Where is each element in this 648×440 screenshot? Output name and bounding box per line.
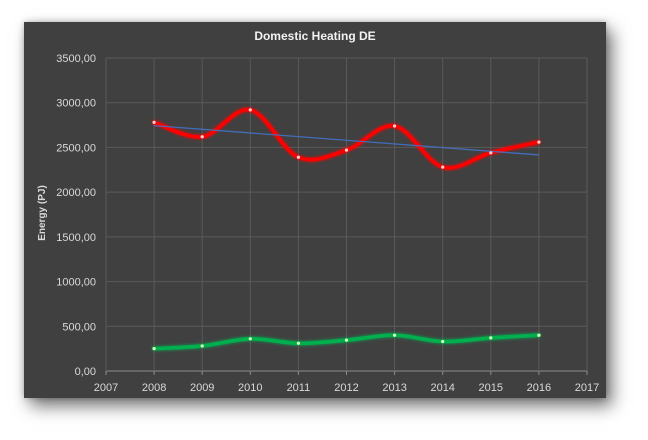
data-point xyxy=(344,148,349,152)
data-point xyxy=(393,333,397,337)
data-point xyxy=(441,339,445,344)
trendline xyxy=(154,124,539,156)
y-tick-label: 0,00 xyxy=(75,366,96,378)
chart-svg: Domestic Heating DE Energy (PJ) 0,00 500,… xyxy=(37,29,599,394)
y-axis-title: Energy (PJ) xyxy=(37,185,48,241)
data-point xyxy=(537,333,541,337)
data-point xyxy=(537,140,541,144)
x-tick-label: 2013 xyxy=(382,382,406,394)
x-tick-label: 2016 xyxy=(527,382,551,394)
y-tick-label: 500,00 xyxy=(62,321,96,333)
data-point xyxy=(489,151,493,155)
data-point xyxy=(248,337,252,341)
y-tick-label: 1500,00 xyxy=(56,232,96,244)
y-tick-label: 3500,00 xyxy=(56,53,96,65)
y-tick-label: 1000,00 xyxy=(56,277,96,289)
chart-area: Domestic Heating DE Energy (PJ) 0,00 500,… xyxy=(24,22,606,398)
data-point xyxy=(296,155,300,159)
data-point xyxy=(152,120,156,124)
gridlines xyxy=(105,57,588,375)
y-tick-label: 2500,00 xyxy=(56,142,96,154)
data-point xyxy=(441,165,445,169)
y-tick-label: 3000,00 xyxy=(56,98,96,110)
x-tick-label: 2008 xyxy=(142,382,166,394)
data-points xyxy=(152,108,541,351)
x-tick-label: 2011 xyxy=(287,382,311,394)
y-tick-label: 2000,00 xyxy=(56,187,96,199)
x-tick-label: 2007 xyxy=(94,382,118,394)
data-point xyxy=(248,108,252,112)
data-point xyxy=(152,347,156,351)
data-point xyxy=(393,124,397,128)
x-tick-label: 2015 xyxy=(479,382,503,394)
x-tick-label: 2017 xyxy=(575,382,599,394)
x-tick-label: 2010 xyxy=(238,382,262,394)
data-point xyxy=(200,135,204,139)
data-point xyxy=(489,336,493,340)
data-point xyxy=(344,338,349,342)
x-tick-label: 2009 xyxy=(190,382,214,394)
data-point xyxy=(296,341,300,345)
x-tick-label: 2012 xyxy=(334,382,358,394)
tick-labels: 0,00 500,00 1000,00 1500,00 2000,00 2500,00 30… xyxy=(56,53,599,394)
data-point xyxy=(200,344,204,348)
chart-title: Domestic Heating DE xyxy=(254,29,375,43)
x-tick-label: 2014 xyxy=(430,382,454,394)
